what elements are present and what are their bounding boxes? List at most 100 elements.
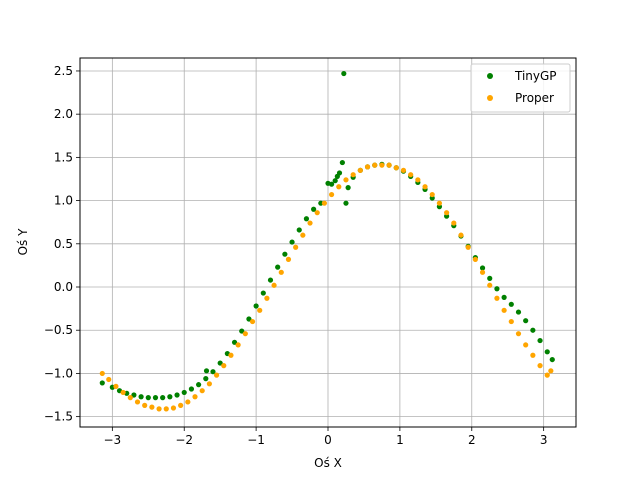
data-point-tinygp [345,185,351,191]
data-point-tinygp [231,339,238,345]
data-point-tinygp [501,294,507,300]
data-point-proper [228,352,234,358]
data-point-proper [206,381,212,387]
data-point-proper [357,167,363,173]
data-point-proper [307,220,313,226]
data-point-proper [257,307,263,313]
data-point-tinygp [343,200,349,206]
y-tick-label: 2.0 [54,107,73,121]
y-tick-label: 2.5 [54,64,73,78]
data-point-proper [343,177,349,183]
data-point-proper [293,244,299,250]
data-point-proper [530,352,536,358]
data-point-proper [113,383,119,389]
data-point-tinygp [131,392,137,398]
data-point-proper [271,282,277,288]
data-point-proper [350,172,356,178]
data-point-proper [170,405,177,411]
data-point-tinygp [267,277,274,283]
data-point-proper [106,376,112,383]
data-point-tinygp [479,265,486,271]
data-point-tinygp [332,178,338,184]
x-tick-label: 0 [324,433,332,447]
data-point-tinygp [296,227,302,233]
data-point-proper [393,165,399,171]
x-tick-label: 3 [540,433,548,447]
legend: TinyGP Proper [470,63,571,113]
data-point-tinygp [203,376,209,382]
data-point-proper [235,342,241,348]
data-point-tinygp [275,264,281,270]
data-point-proper [242,331,248,337]
legend-box [470,63,571,113]
data-point-proper [314,210,320,216]
data-point-proper [278,269,284,275]
data-point-proper [199,388,205,394]
data-point-proper [249,318,256,325]
series-proper [99,162,554,412]
data-point-tinygp [99,380,105,386]
data-point-proper [479,269,486,275]
y-tick-label: 0.5 [54,237,73,251]
data-point-tinygp [152,395,159,401]
data-point-proper [213,372,220,378]
data-point-proper [127,395,133,401]
data-point-proper [192,394,198,400]
data-point-proper [185,399,191,405]
data-point-tinygp [203,368,210,374]
x-tick-label: 1 [396,433,404,447]
data-point-proper [285,256,292,262]
data-point-tinygp [196,382,202,388]
x-tick-label: −3 [103,433,121,447]
data-point-tinygp [339,159,345,166]
data-point-tinygp [303,216,310,222]
data-point-tinygp [174,392,180,398]
y-tick-label: 0.0 [54,280,73,294]
data-point-tinygp [508,301,514,307]
data-point-tinygp [318,200,324,206]
data-point-tinygp [167,394,173,400]
data-point-proper [494,295,500,301]
legend-label-proper: Proper [515,91,554,105]
data-point-proper [372,162,378,168]
data-point-tinygp [239,328,245,334]
data-point-tinygp [138,394,144,400]
data-point-proper [400,167,407,173]
data-point-tinygp [487,275,493,281]
data-point-tinygp [160,395,166,401]
data-point-proper [548,368,554,374]
y-tick-label: 1.0 [54,194,73,208]
data-point-tinygp [336,170,343,176]
data-point-proper [444,210,450,216]
data-point-proper [429,191,435,198]
data-point-tinygp [246,316,252,322]
data-point-proper [465,244,471,250]
data-point-proper [523,342,529,348]
data-point-proper [472,256,478,262]
x-axis-ticks: −3 −2 −1 0 1 2 3 [103,427,547,447]
data-point-tinygp [328,181,335,187]
legend-marker-proper [487,95,493,101]
y-tick-label: −1.5 [44,410,73,424]
data-point-proper [99,370,105,377]
data-point-proper [508,318,514,325]
data-point-tinygp [523,318,529,324]
legend-marker-tinygp [487,73,493,79]
data-point-proper [537,363,543,369]
data-point-tinygp [544,349,550,355]
data-point-proper [328,191,335,198]
data-point-proper [458,232,464,238]
data-point-tinygp [210,369,216,375]
legend-label-tinygp: TinyGP [514,69,557,83]
data-point-proper [379,162,385,168]
x-axis-label: Oś X [314,456,342,470]
data-point-tinygp [188,386,195,392]
y-tick-label: −1.0 [44,366,73,380]
data-point-tinygp [341,70,347,77]
data-point-tinygp [515,309,522,315]
data-point-proper [515,331,522,337]
data-point-proper [415,177,421,183]
data-point-tinygp [217,360,223,366]
grid [80,58,576,427]
